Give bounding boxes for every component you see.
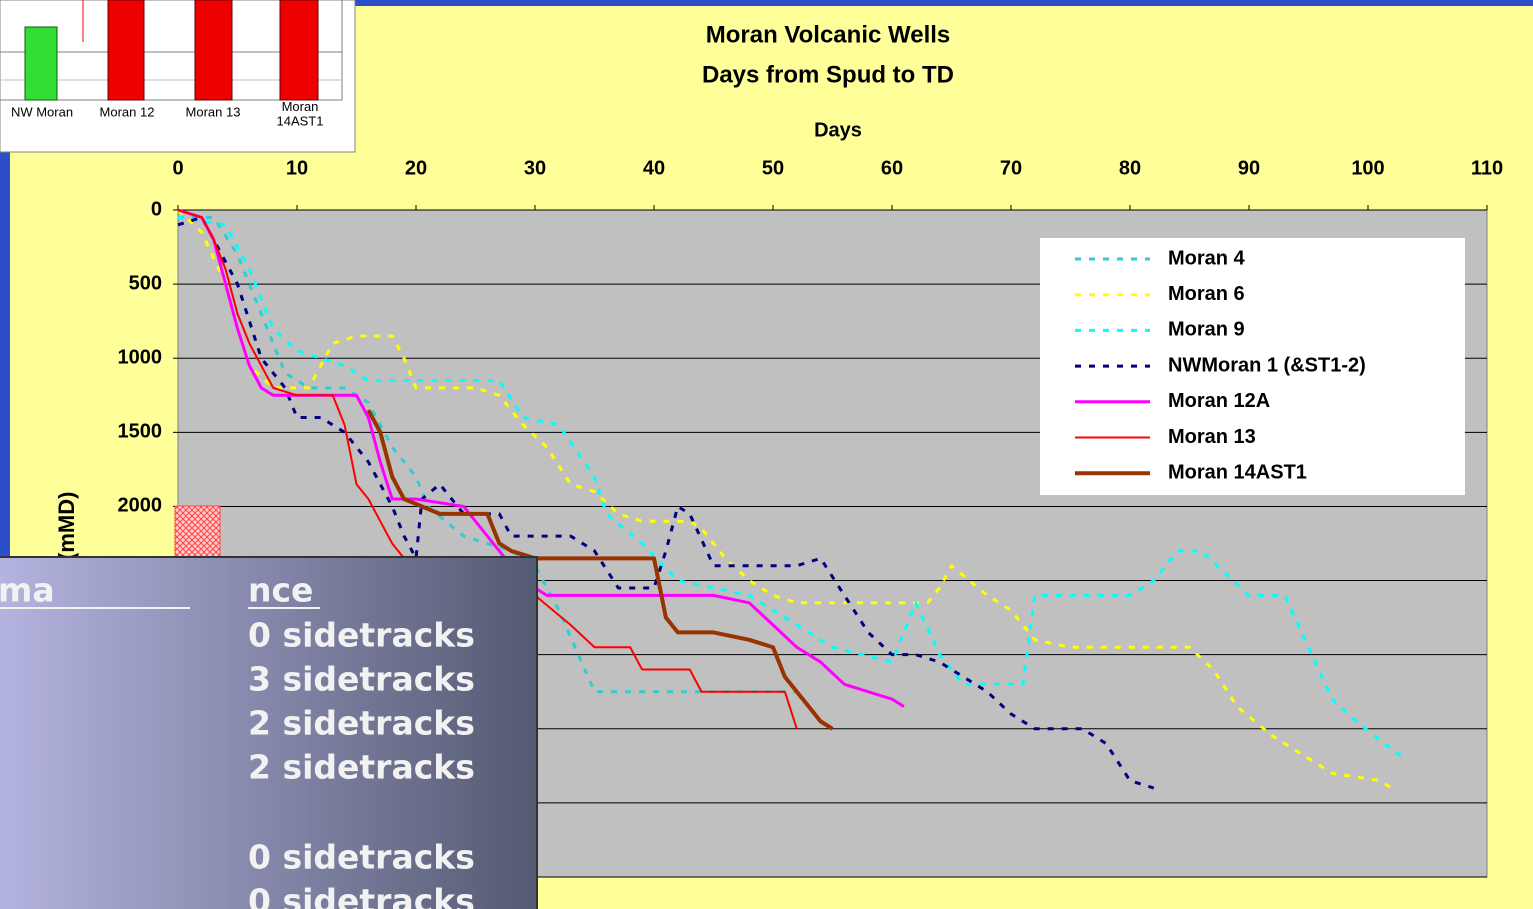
series-line bbox=[177, 215, 1405, 760]
inset-category-label: NW Moran bbox=[11, 104, 73, 119]
legend-label: Moran 12A bbox=[1168, 390, 1270, 412]
panel-row: 0 sidetracks bbox=[248, 882, 475, 909]
x-tick-label: 110 bbox=[1471, 157, 1503, 179]
inset-category-label: Moran 12 bbox=[100, 104, 155, 119]
legend: Moran 4 Moran 6 Moran 9 NWMoran 1 (&ST1-2) M… bbox=[1040, 238, 1465, 495]
x-tick-label: 0 bbox=[172, 157, 183, 179]
inset-bar bbox=[194, 0, 233, 101]
inset-chart: NW Moran Moran 12 Moran 13 Moran 14AST1 bbox=[0, 0, 356, 153]
panel-box bbox=[0, 556, 538, 909]
x-tick-label: 60 bbox=[881, 157, 903, 179]
inset-category-label: Moran 13 bbox=[186, 104, 241, 119]
x-tick-label: 50 bbox=[762, 157, 784, 179]
x-tick-label: 70 bbox=[1000, 157, 1022, 179]
legend-label: Moran 13 bbox=[1168, 426, 1256, 448]
inset-bar bbox=[279, 0, 319, 101]
x-tick-label: 90 bbox=[1238, 157, 1260, 179]
legend-label: Moran 6 bbox=[1168, 283, 1245, 305]
chart-subtitle: Days from Spud to TD bbox=[702, 61, 954, 88]
x-axis-label: Days bbox=[814, 119, 862, 141]
x-tick-label: 30 bbox=[524, 157, 546, 179]
panel-header: nce bbox=[248, 571, 313, 610]
x-tick-label: 40 bbox=[643, 157, 665, 179]
series-line bbox=[366, 409, 834, 731]
series-line bbox=[177, 209, 798, 730]
panel-row: 0 sidetracks bbox=[248, 616, 475, 655]
panel-row: 2 sidetracks bbox=[248, 748, 475, 787]
panel-row: 3 sidetracks bbox=[248, 660, 475, 699]
legend-label: Moran 9 bbox=[1168, 319, 1245, 341]
panel-row: 0 sidetracks bbox=[248, 838, 475, 877]
legend-label: NWMoran 1 (&ST1-2) bbox=[1168, 354, 1366, 376]
y-tick-label: 2000 bbox=[118, 495, 163, 517]
legend-box bbox=[1040, 238, 1465, 495]
series-line bbox=[176, 208, 1393, 790]
inset-bar bbox=[24, 26, 58, 101]
x-tick-label: 100 bbox=[1351, 157, 1384, 179]
x-tick-label: 20 bbox=[405, 157, 427, 179]
panel-row: 2 sidetracks bbox=[248, 704, 475, 743]
inset-bar bbox=[107, 0, 145, 101]
legend-label: Moran 4 bbox=[1168, 247, 1246, 269]
x-tick-label: 10 bbox=[286, 157, 308, 179]
series-line bbox=[177, 208, 905, 708]
y-tick-label: 500 bbox=[129, 272, 162, 294]
y-tick-label: 0 bbox=[151, 198, 162, 220]
legend-label: Moran 14AST1 bbox=[1168, 461, 1307, 483]
panel-header: ma bbox=[0, 571, 55, 610]
x-tick-label: 80 bbox=[1119, 157, 1141, 179]
y-tick-label: 1500 bbox=[118, 421, 163, 443]
inset-category-label: Moran 14AST1 bbox=[277, 99, 324, 128]
overlay-panel: ma nce 0 sidetracks 3 sidetracks 2 sidetrack… bbox=[0, 556, 538, 909]
chart-title: Moran Volcanic Wells bbox=[706, 21, 951, 48]
series-line bbox=[178, 215, 797, 694]
y-tick-label: 1000 bbox=[118, 347, 163, 369]
